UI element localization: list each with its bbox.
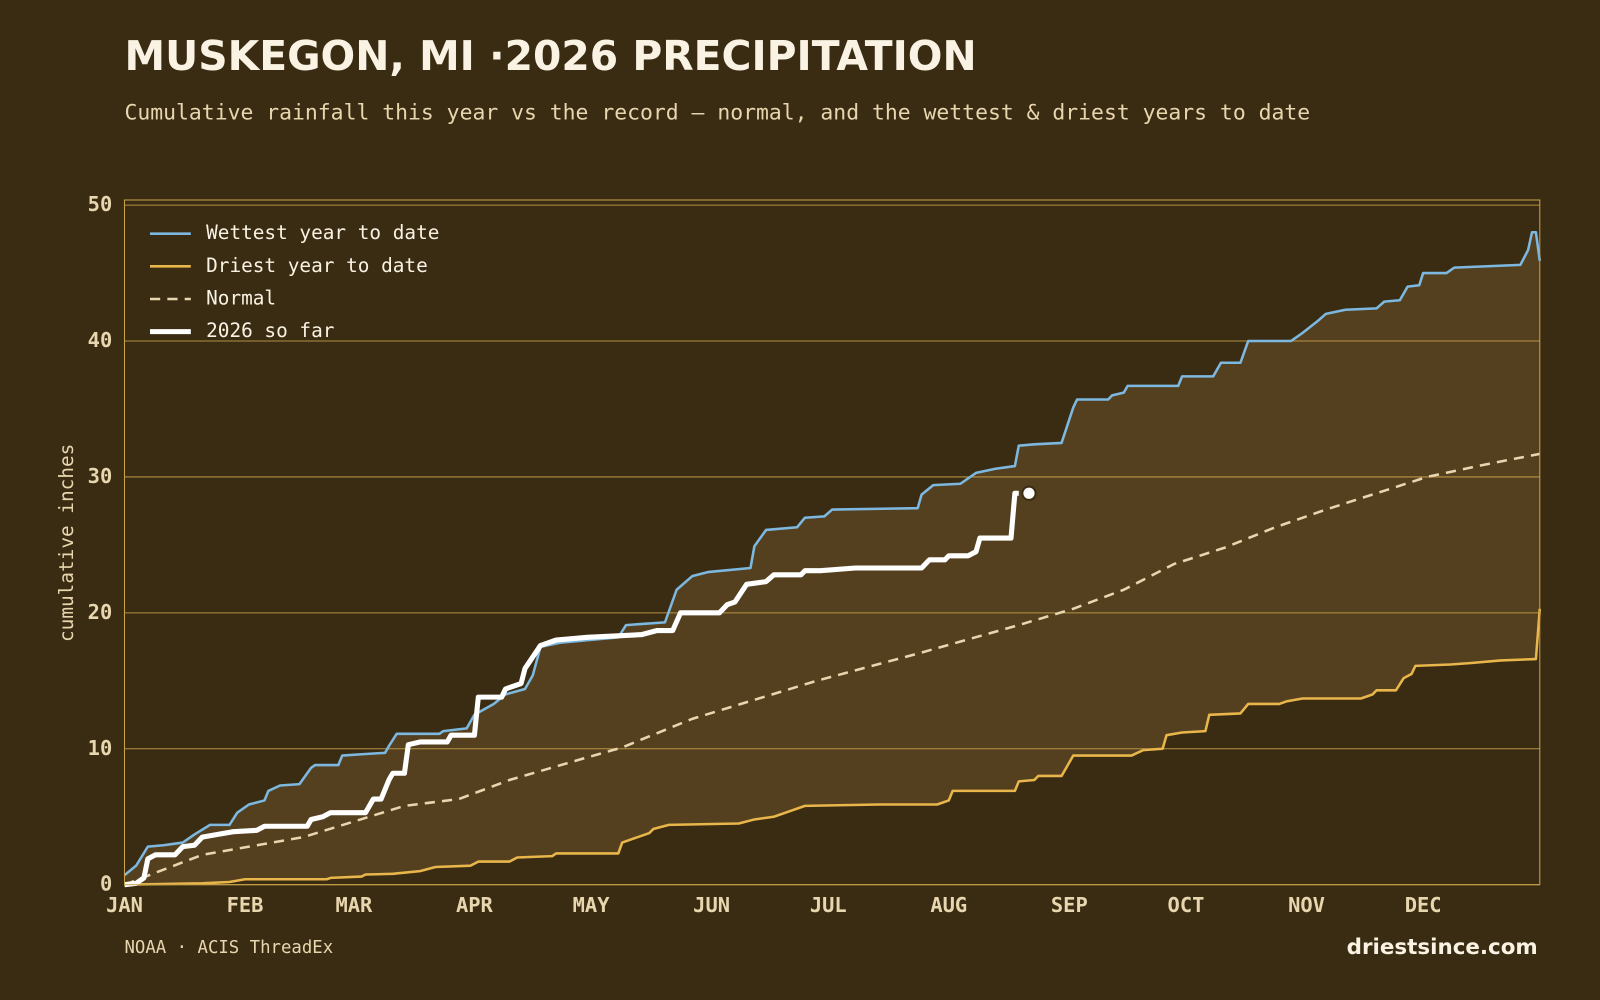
y-axis-label: cumulative inches <box>55 444 78 642</box>
legend-label: 2026 so far <box>206 319 334 342</box>
legend-label: Normal <box>206 286 276 309</box>
series-line <box>124 490 1019 888</box>
brand: driestsince.com <box>1347 935 1538 960</box>
y-tick-label: 0 <box>100 872 112 896</box>
series-line <box>124 452 1541 886</box>
source: NOAA · ACIS ThreadEx <box>124 938 333 958</box>
x-tick-label: AUG <box>930 893 967 917</box>
y-tick-label: 30 <box>88 464 113 488</box>
y-tick-label: 10 <box>88 736 113 760</box>
legend-label: Driest year to date <box>206 254 428 277</box>
x-tick-label: OCT <box>1168 893 1205 917</box>
chart-title: MUSKEGON, MI ·2026 PRECIPITATION <box>124 32 976 80</box>
x-tick-label: MAY <box>573 893 611 917</box>
x-tick-label: MAR <box>335 893 373 917</box>
x-tick-label: APR <box>456 893 494 917</box>
y-tick-label: 50 <box>88 192 113 216</box>
x-tick-label: JAN <box>106 893 143 917</box>
series-line <box>123 231 1542 877</box>
x-tick-label: DEC <box>1405 893 1442 917</box>
plot-frame <box>123 199 1541 886</box>
x-tick-label: JUN <box>693 893 730 917</box>
legend-label: Wettest year to date <box>206 221 439 244</box>
x-tick-label: FEB <box>227 893 264 917</box>
x-tick-label: NOV <box>1288 893 1325 917</box>
y-tick-label: 40 <box>88 328 113 352</box>
chart-subtitle: Cumulative rainfall this year vs the rec… <box>124 100 1310 125</box>
x-tick-label: JUL <box>810 893 847 917</box>
series-line <box>124 608 1542 886</box>
y-tick-label: 20 <box>88 600 113 624</box>
x-tick-label: SEP <box>1051 893 1088 917</box>
latest-point <box>1021 485 1037 501</box>
